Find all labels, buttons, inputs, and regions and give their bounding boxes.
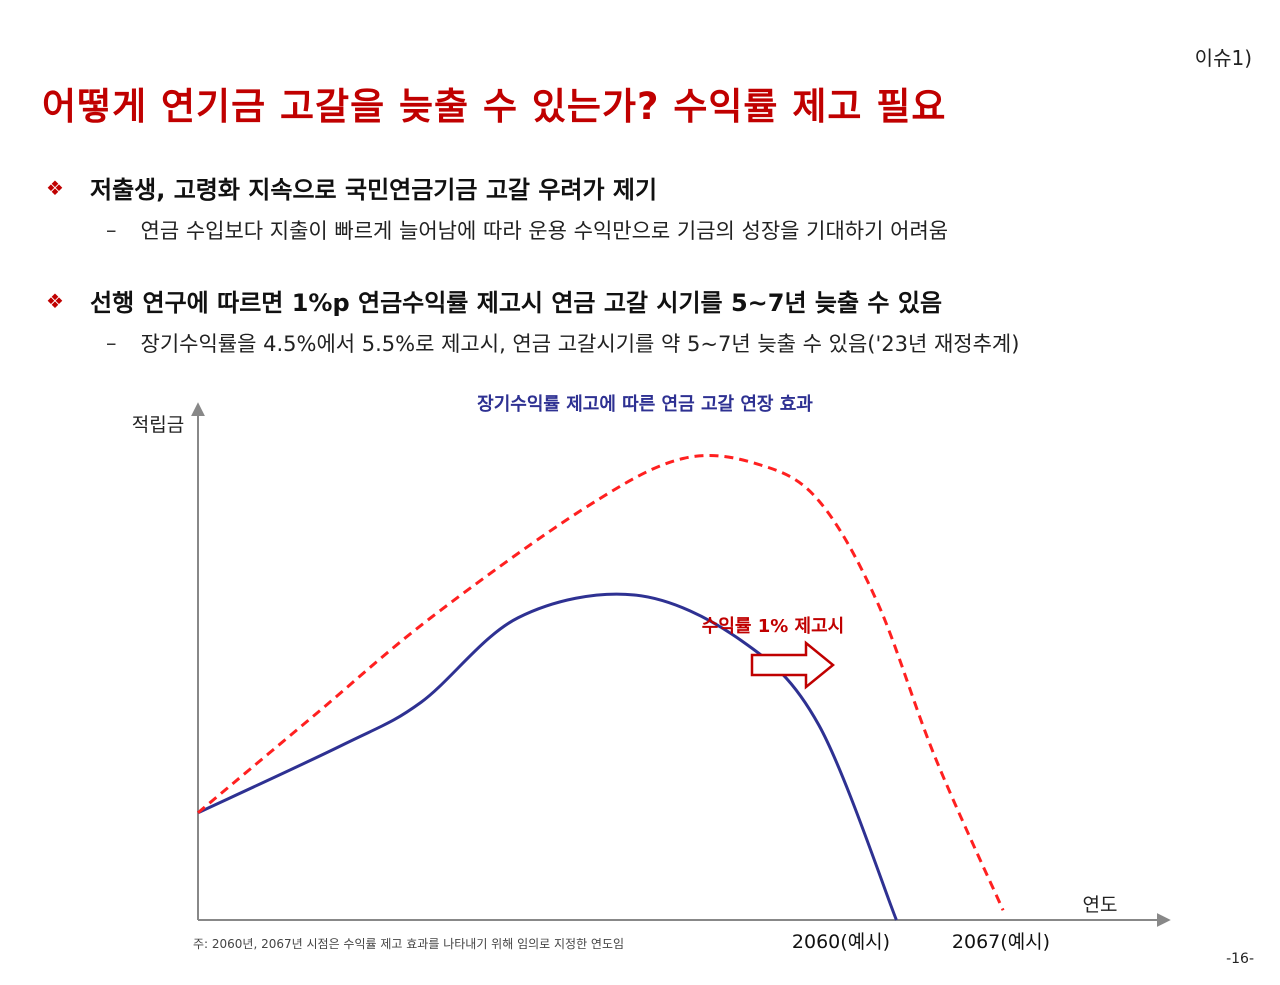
x-tick-2060: 2060(예시): [792, 931, 890, 953]
bullet-item: ❖ 선행 연구에 따르면 1%p 연금수익률 제고시 연금 고갈 시기를 5~7…: [46, 283, 1246, 358]
diamond-bullet-icon: ❖: [46, 288, 64, 313]
x-tick-2067: 2067(예시): [952, 931, 1050, 953]
dash-icon: –: [106, 331, 117, 355]
page-title: 어떻게 연기금 고갈을 늦출 수 있는가? 수익률 제고 필요: [42, 85, 947, 128]
bullet-item: ❖ 저출생, 고령화 지속으로 국민연금기금 고갈 우려가 제기 – 연금 수입…: [46, 170, 1246, 245]
bullet-text: 선행 연구에 따르면 1%p 연금수익률 제고시 연금 고갈 시기를 5~7년 …: [90, 289, 943, 317]
issue-tag: 이슈1): [1194, 46, 1252, 70]
dash-icon: –: [106, 218, 117, 242]
chart-note: 주: 2060년, 2067년 시점은 수익률 제고 효과를 나타내기 위해 임…: [193, 937, 624, 951]
chart-title: 장기수익률 제고에 따른 연금 고갈 연장 효과: [477, 393, 813, 415]
bullet-subtext: 연금 수입보다 지출이 빠르게 늘어남에 따라 운용 수익만으로 기금의 성장을…: [140, 219, 949, 243]
bullet-subtext: 장기수익률을 4.5%에서 5.5%로 제고시, 연금 고갈시기를 약 5~7년…: [140, 332, 1020, 356]
base-return-line: [197, 592, 898, 921]
improved-return-line: [197, 453, 1005, 911]
x-axis-label: 연도: [1083, 894, 1118, 916]
bullet-text: 저출생, 고령화 지속으로 국민연금기금 고갈 우려가 제기: [90, 176, 658, 204]
annotation-label: 수익률 1% 제고시: [702, 616, 844, 637]
right-arrow-icon: [750, 640, 835, 690]
page-number: -16-: [1226, 951, 1254, 967]
y-axis-label: 적립금: [132, 414, 184, 436]
diamond-bullet-icon: ❖: [46, 175, 64, 200]
bullet-list: ❖ 저출생, 고령화 지속으로 국민연금기금 고갈 우려가 제기 – 연금 수입…: [46, 170, 1246, 396]
